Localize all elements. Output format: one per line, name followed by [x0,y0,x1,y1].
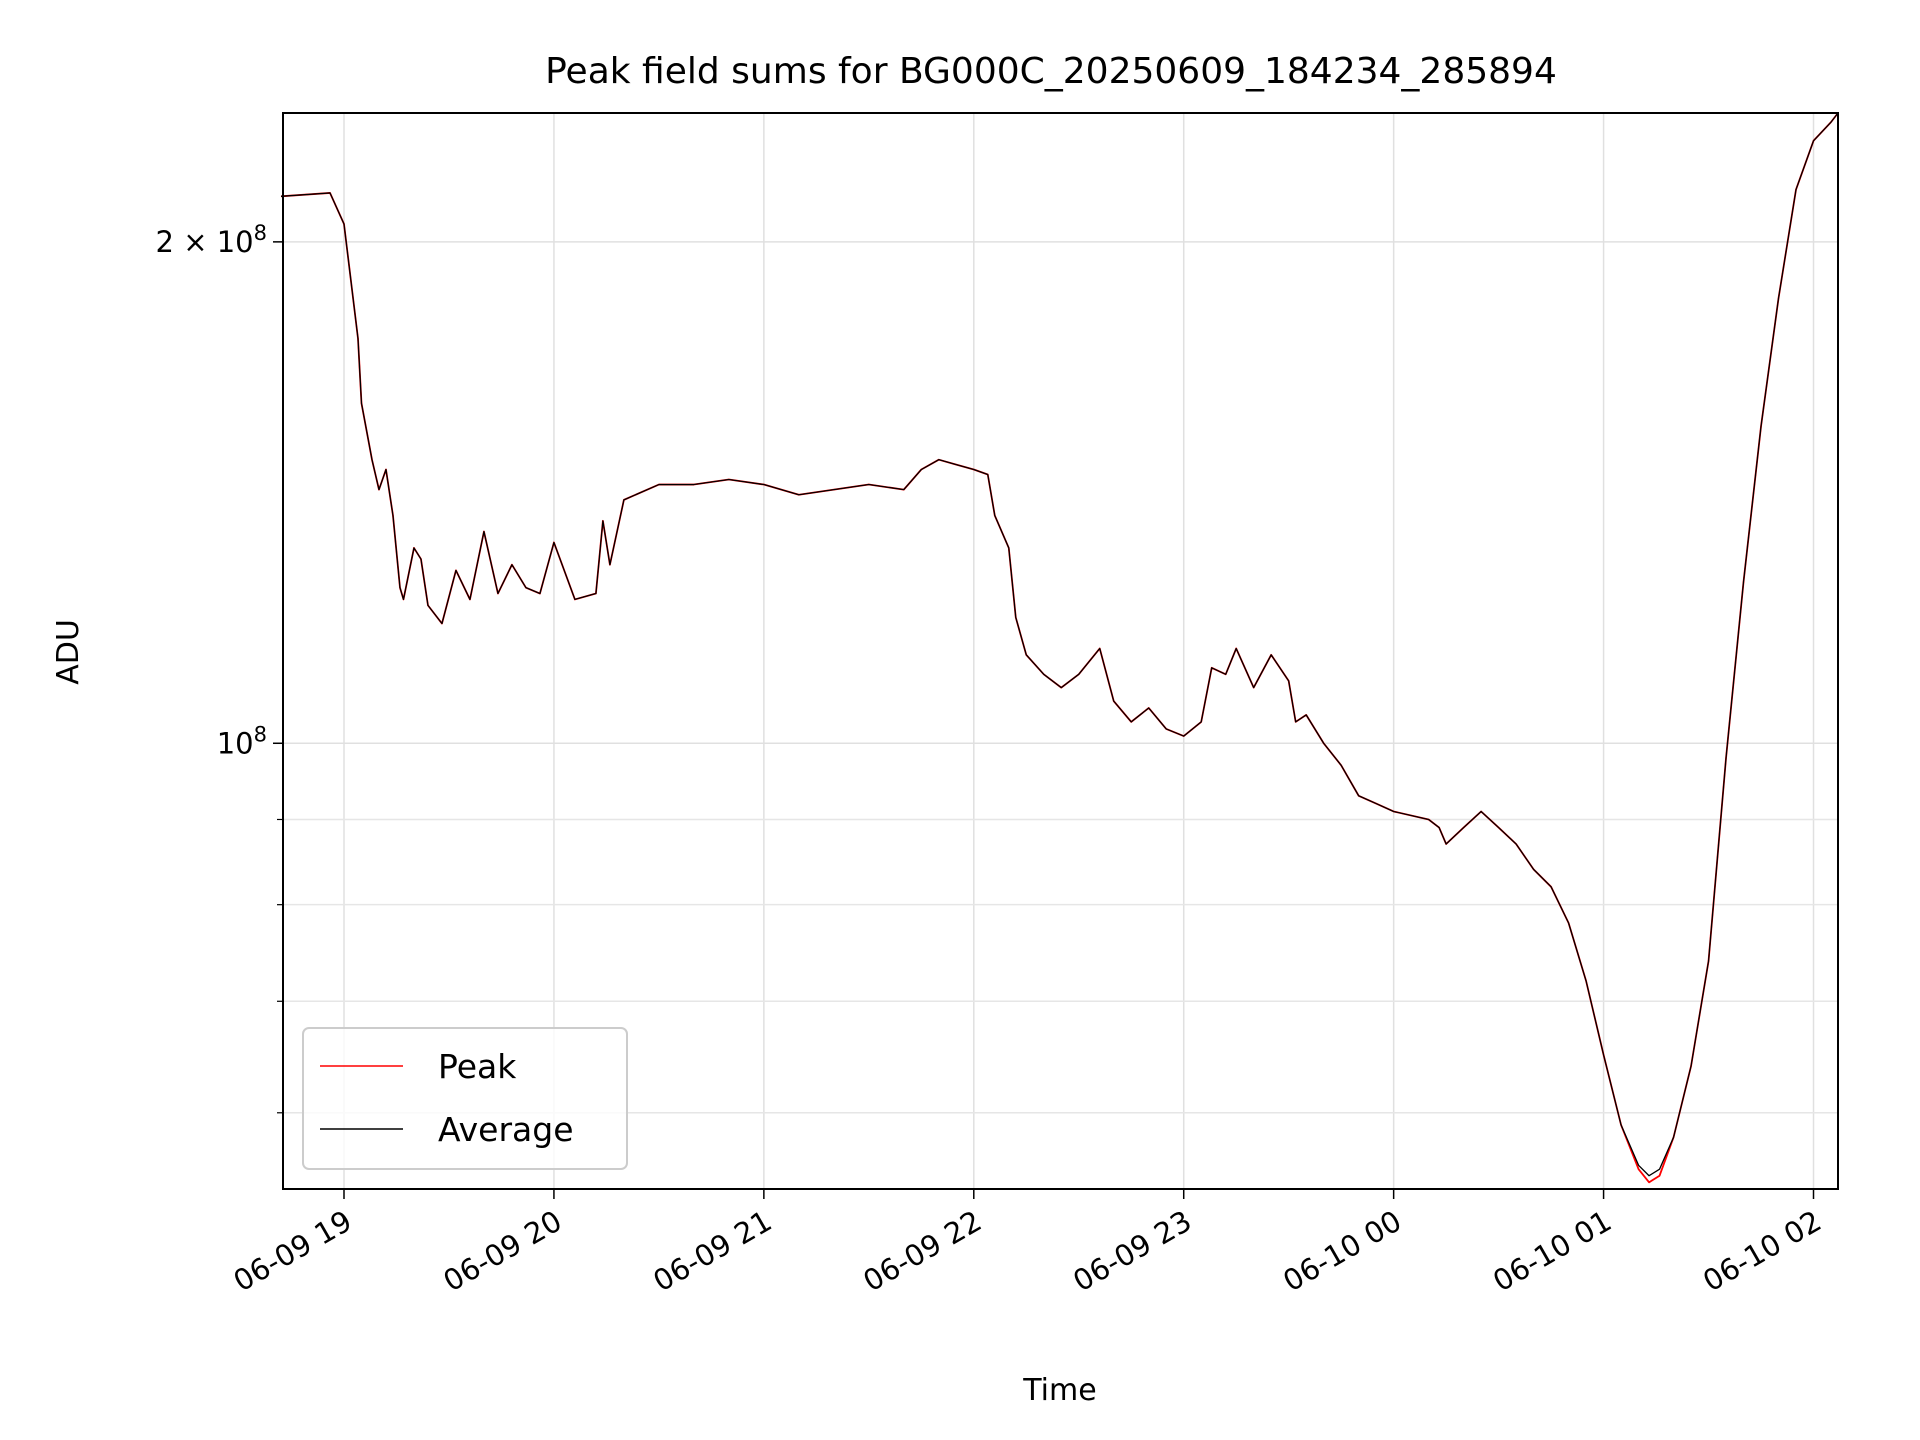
legend-frame [302,1027,628,1170]
series-line-average [280,112,1839,1177]
y-tick-label: 2 × 108 [156,221,267,259]
plot-area-frame [282,112,1839,1190]
series-layer [280,112,1839,1184]
legend-peak-label: Peak [438,1047,517,1086]
y-tick-label: 108 [217,722,267,760]
legend: Peak Average [302,1027,628,1170]
grid-layer [283,113,1838,1189]
chart-title: Peak field sums for BG000C_20250609_1842… [545,51,1557,92]
x-axis-label: Time [1022,1373,1096,1408]
legend-average-label: Average [438,1110,574,1149]
y-axis-label: ADU [51,619,86,685]
